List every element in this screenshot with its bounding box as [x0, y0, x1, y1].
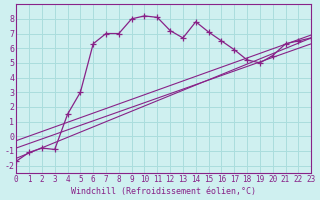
X-axis label: Windchill (Refroidissement éolien,°C): Windchill (Refroidissement éolien,°C) [71, 187, 256, 196]
